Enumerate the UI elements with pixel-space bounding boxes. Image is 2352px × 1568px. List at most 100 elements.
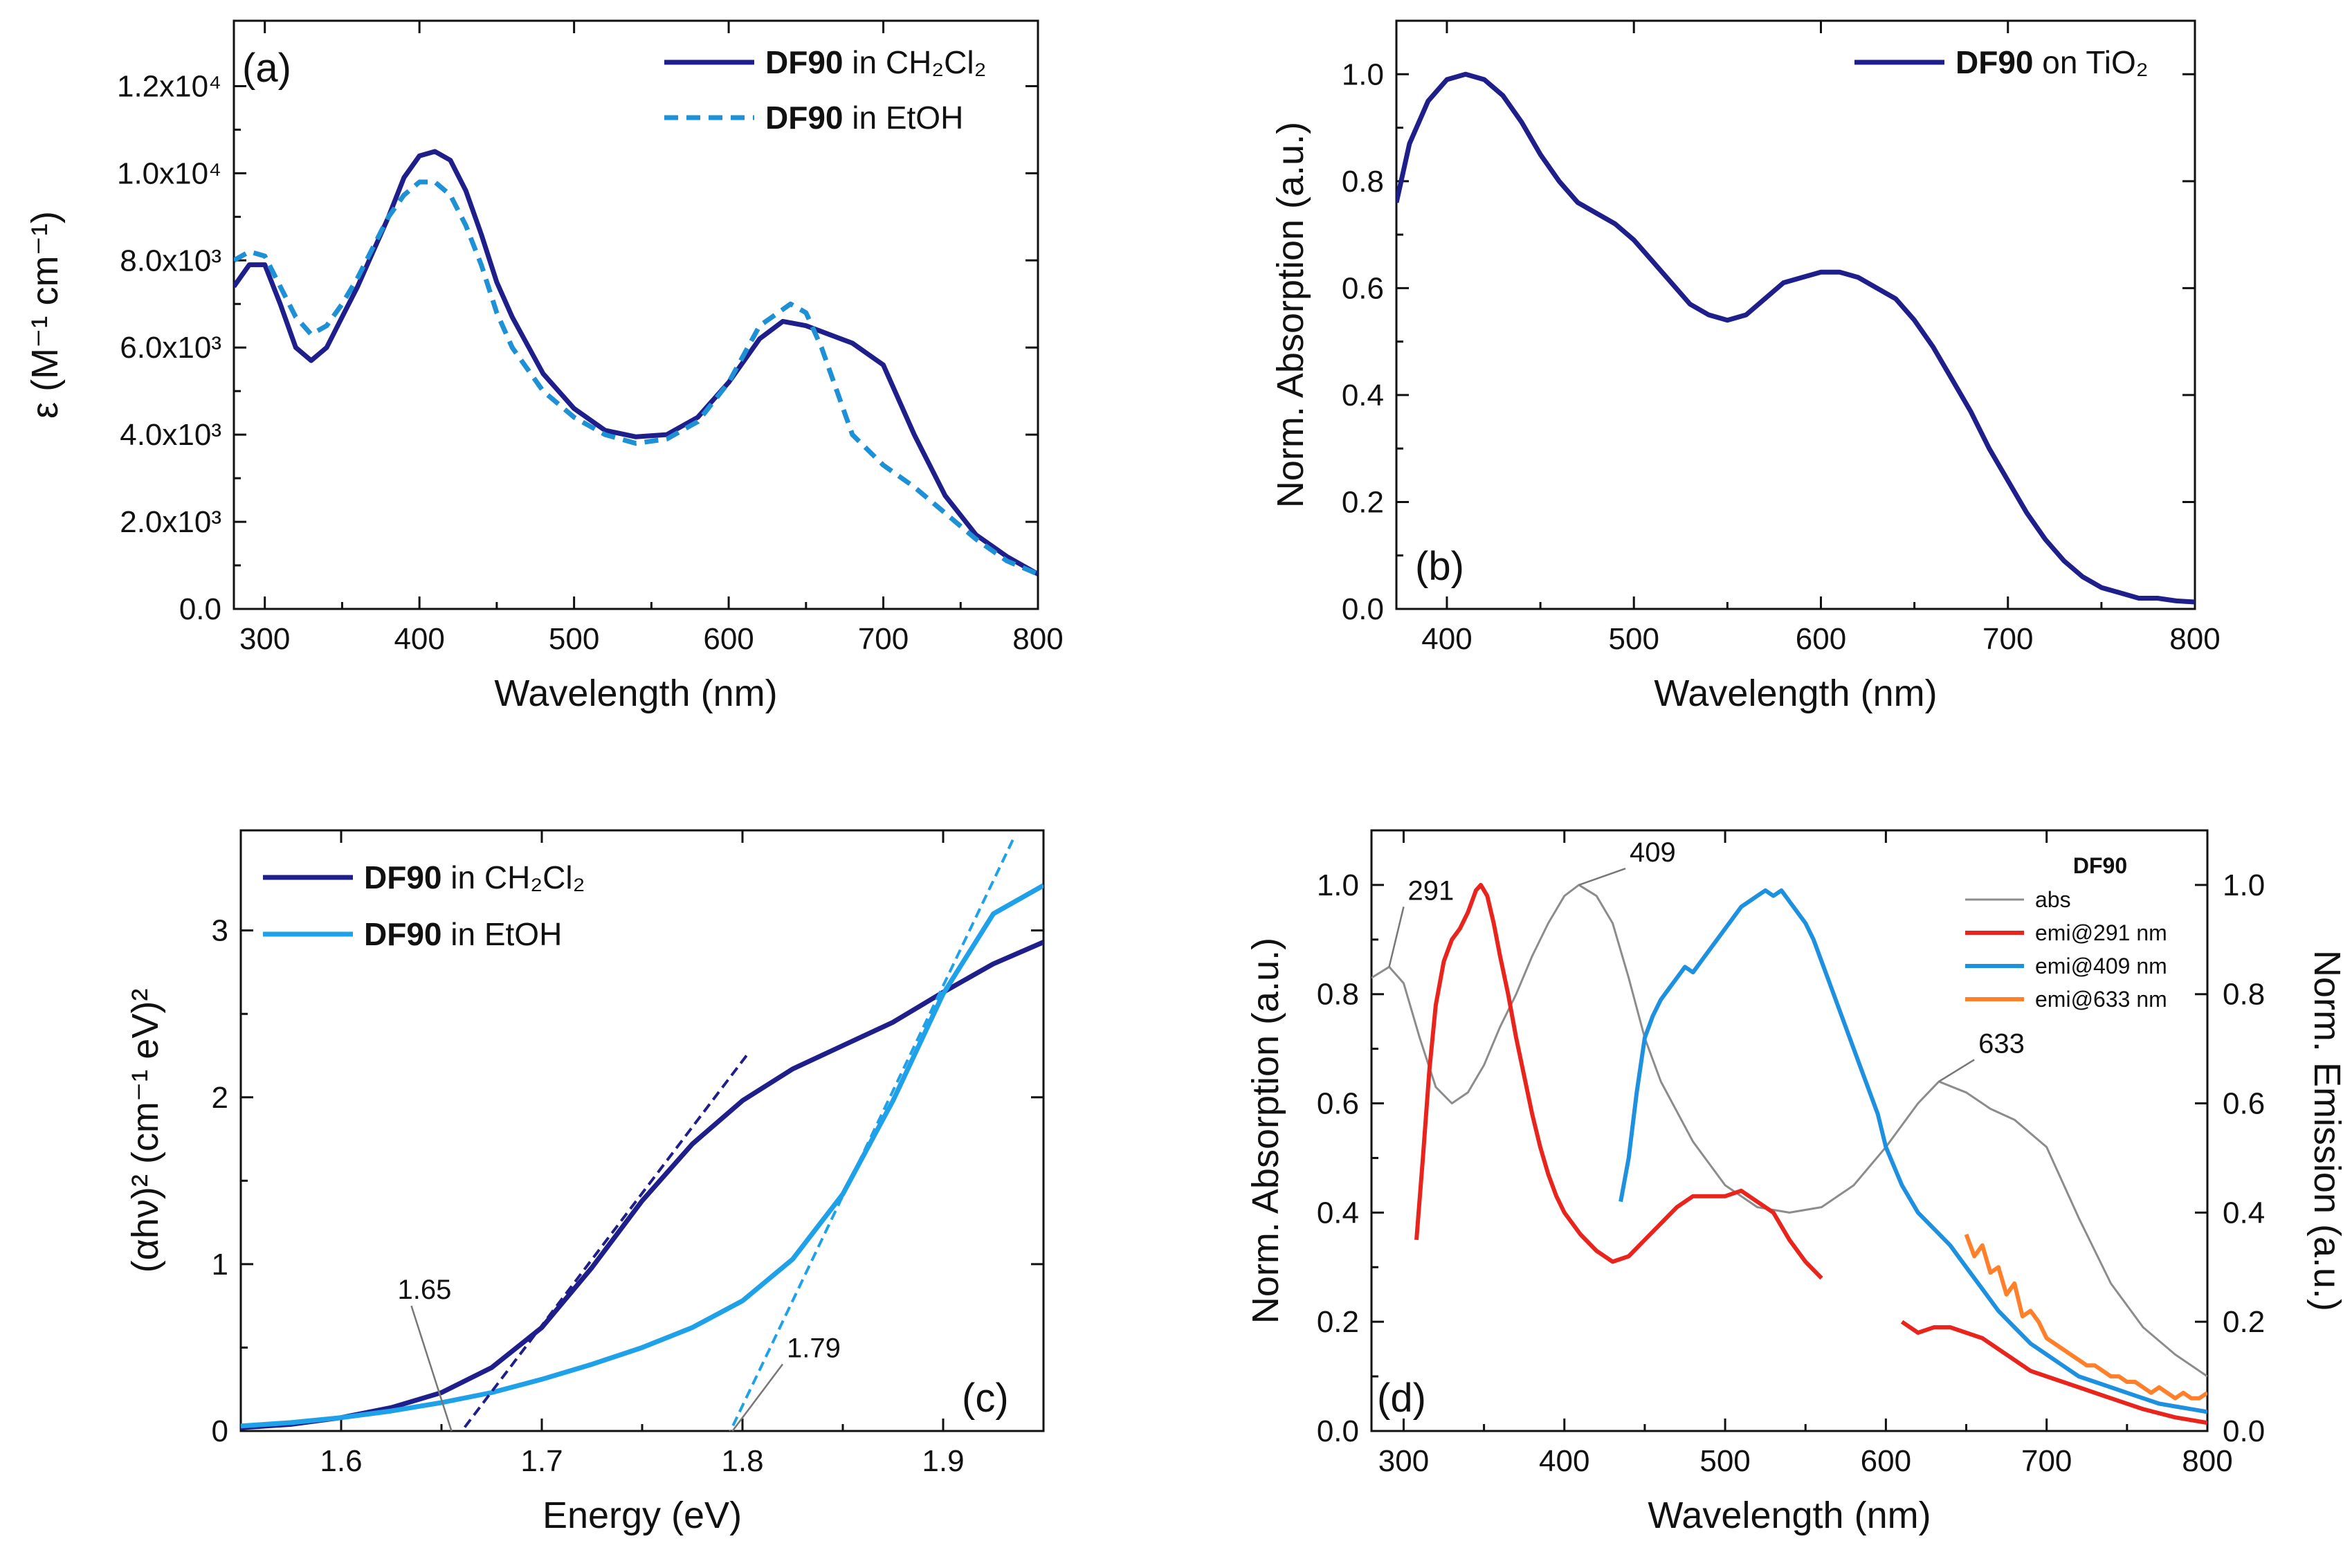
- annotation-leader: [731, 1363, 783, 1432]
- legend-label-rest: in EtOH: [441, 916, 562, 952]
- x-tick-label: 800: [2169, 622, 2220, 656]
- legend-label-rest: in CH₂Cl₂: [441, 859, 585, 895]
- annotation-leader: [410, 1305, 453, 1432]
- legend-label: DF90 in CH₂Cl₂: [765, 44, 986, 80]
- legend-label: DF90 in EtOH: [765, 100, 963, 136]
- series-line-df90-on-tio-: [1396, 71, 2195, 605]
- y-tick-label: 6.0x10³: [120, 331, 221, 365]
- x-tick-label: 500: [1609, 622, 1659, 656]
- x-tick-label: 700: [2021, 1444, 2072, 1478]
- x-tick-label: 1.9: [922, 1444, 964, 1478]
- series-line-emi-409-nm: [1619, 888, 2207, 1414]
- y-tick-label-right: 0.6: [2223, 1087, 2265, 1121]
- x-tick-label: 1.8: [721, 1444, 763, 1478]
- x-tick-label: 800: [1012, 622, 1063, 656]
- y-tick-label: 0.4: [1317, 1196, 1359, 1230]
- annotation-leader: [1938, 1059, 1975, 1083]
- legend-label: emi@291 nm: [2035, 920, 2167, 945]
- panel-label: (a): [242, 46, 291, 91]
- series-line-emi-633-nm: [1964, 1233, 2207, 1401]
- y-tick-label: 1.0: [1317, 868, 1359, 902]
- y-tick-label-right: 0.4: [2223, 1196, 2265, 1230]
- x-tick-label: 700: [858, 622, 909, 656]
- y-tick-label: 0.0: [179, 592, 221, 626]
- legend-label: DF90 on TiO₂: [1956, 44, 2149, 80]
- series-line-tangent-ch-cl-: [459, 1055, 748, 1431]
- y-axis-label: Norm. Absorption (a.u.): [1245, 938, 1286, 1324]
- panel-label: (b): [1415, 544, 1464, 589]
- x-tick-label: 400: [1539, 1444, 1589, 1478]
- legend-title: DF90: [2073, 853, 2127, 878]
- annotation-label: 1.79: [787, 1333, 841, 1364]
- x-axis-label: Energy (eV): [543, 1495, 742, 1536]
- y-tick-label: 0.8: [1317, 978, 1359, 1012]
- y-tick-label-right: 0.8: [2223, 978, 2265, 1012]
- legend-label-rest: in EtOH: [843, 100, 963, 136]
- y-tick-label: 0.4: [1342, 379, 1384, 412]
- x-tick-label: 800: [2182, 1444, 2232, 1478]
- legend-label: emi@409 nm: [2035, 954, 2167, 978]
- legend-label-rest: on TiO₂: [2033, 44, 2148, 80]
- annotation-leader: [1578, 868, 1626, 886]
- x-tick-label: 500: [549, 622, 599, 656]
- legend-label: emi@633 nm: [2035, 987, 2167, 1012]
- panel-c: 1.6 1.7 1.8 1.9 0 1 2 3 Energy (eV) (αhν)² (cm⁻¹ …: [125, 829, 1045, 1536]
- y-tick-label-right: 0.2: [2223, 1305, 2265, 1339]
- x-tick-label: 300: [1378, 1444, 1429, 1478]
- y-axis-label-right: Norm. Emission (a.u.): [2306, 950, 2348, 1311]
- y-tick-label: 2.0x10³: [120, 505, 221, 539]
- y-tick-label: 0: [212, 1414, 228, 1448]
- legend-label-rest: in CH₂Cl₂: [843, 44, 986, 80]
- panel-label: (c): [962, 1376, 1009, 1421]
- x-tick-label: 700: [1982, 622, 2033, 656]
- legend-label: DF90 in EtOH: [364, 916, 562, 952]
- y-tick-label: 2: [212, 1081, 228, 1115]
- y-tick-label: 1.0: [1342, 57, 1384, 91]
- x-tick-label: 400: [1421, 622, 1472, 656]
- annotation-leader: [1388, 906, 1405, 967]
- y-tick-label: 0.0: [1317, 1414, 1359, 1448]
- y-tick-label: 8.0x10³: [120, 244, 221, 277]
- x-axis-label: Wavelength (nm): [1648, 1495, 1931, 1536]
- series-line-emi-291-nm: [1414, 882, 2207, 1425]
- series-line-df90-in-etoh: [234, 179, 1038, 576]
- panel-a: 300 400 500 600 700 800 0.0 2.0x10³ 4.0x10³ 6.0x1…: [24, 19, 1064, 714]
- y-tick-label: 1.0x10⁴: [117, 156, 221, 190]
- y-tick-label: 0.8: [1342, 165, 1384, 199]
- panel-label: (d): [1377, 1376, 1426, 1421]
- annotation-label: 409: [1630, 837, 1676, 868]
- y-tick-label: 4.0x10³: [120, 418, 221, 452]
- plot-frame: [233, 19, 1039, 610]
- legend-label-bold: DF90: [765, 100, 843, 136]
- x-tick-label: 600: [1796, 622, 1846, 656]
- legend-label: abs: [2035, 887, 2071, 912]
- y-axis-label: ε (M⁻¹ cm⁻¹): [24, 211, 66, 419]
- y-axis-label: (αhν)² (cm⁻¹ eV)²: [125, 989, 166, 1273]
- plot-frame: [1395, 19, 2196, 610]
- x-tick-label: 600: [703, 622, 754, 656]
- y-tick-label-right: 1.0: [2223, 868, 2265, 902]
- plot-frame: [1370, 829, 2209, 1432]
- annotation-label: 633: [1978, 1028, 2025, 1059]
- y-tick-label-right: 0.0: [2223, 1414, 2265, 1448]
- x-tick-label: 500: [1699, 1444, 1750, 1478]
- panel-b: 400 500 600 700 800 0.0 0.2 0.4 0.6 0.8 1.0 Wavelen…: [1270, 19, 2221, 714]
- x-tick-label: 1.7: [520, 1444, 563, 1478]
- x-axis-label: Wavelength (nm): [1654, 673, 1937, 714]
- y-tick-label: 0.6: [1342, 271, 1384, 305]
- series-line-df90-in-ch-cl-: [234, 149, 1038, 576]
- legend-label-bold: DF90: [1956, 44, 2033, 80]
- series-line-tangent-etoh: [729, 838, 1015, 1431]
- legend-label: DF90 in CH₂Cl₂: [364, 859, 585, 895]
- series-line-df90-in-etoh: [241, 883, 1043, 1429]
- series-line-df90-in-ch-cl-: [241, 940, 1043, 1430]
- legend-label-bold: DF90: [364, 916, 441, 952]
- plot-frame: [239, 829, 1045, 1432]
- y-tick-label: 0.2: [1317, 1305, 1359, 1339]
- legend-label-bold: DF90: [765, 44, 843, 80]
- legend-label-bold: DF90: [364, 859, 441, 895]
- y-axis-label: Norm. Absorption (a.u.): [1270, 122, 1311, 508]
- y-tick-label: 3: [212, 914, 228, 948]
